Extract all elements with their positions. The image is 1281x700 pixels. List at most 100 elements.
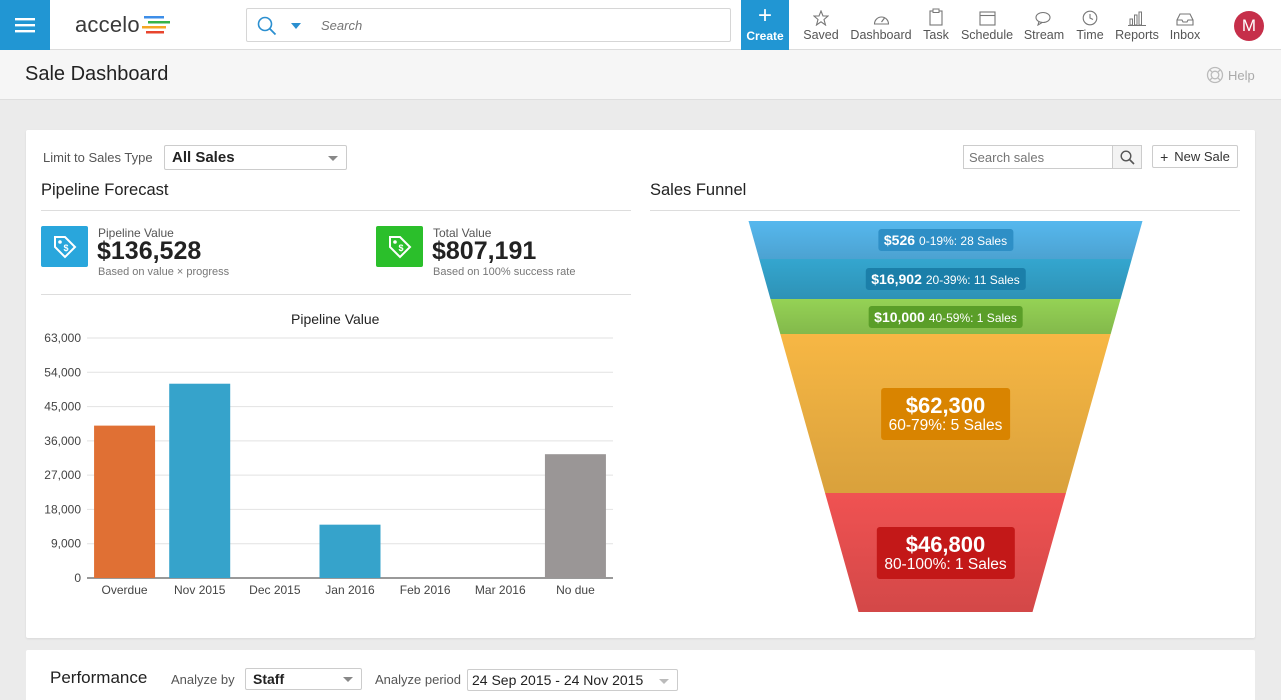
x-tick-label: Jan 2016 <box>325 583 375 597</box>
funnel-stage-detail: 0-19%: 28 Sales <box>919 234 1008 248</box>
funnel-stage-label[interactable]: $62,300 60-79%: 5 Sales <box>880 387 1011 440</box>
limit-sales-type-label: Limit to Sales Type <box>43 150 153 165</box>
performance-title: Performance <box>50 668 148 687</box>
total-value-note: Based on 100% success rate <box>433 266 576 278</box>
x-tick-label: Overdue <box>102 583 148 597</box>
price-tag-icon: $ <box>41 226 88 267</box>
chevron-down-icon[interactable] <box>291 23 301 29</box>
funnel-stage-amount: $16,902 <box>871 271 922 287</box>
hamburger-icon <box>15 18 35 33</box>
pipeline-forecast-title: Pipeline Forecast <box>41 181 169 199</box>
nav-saved[interactable]: Saved <box>801 0 841 50</box>
funnel-stage-label[interactable]: $526 0-19%: 28 Sales <box>877 229 1014 251</box>
sales-type-select[interactable]: All Sales <box>164 145 347 170</box>
user-avatar[interactable]: M <box>1234 11 1264 41</box>
y-tick-label: 27,000 <box>44 468 81 482</box>
help-label: Help <box>1228 67 1255 83</box>
analyze-period-value: 24 Sep 2015 - 24 Nov 2015 <box>472 672 644 688</box>
x-tick-label: Mar 2016 <box>475 583 526 597</box>
accelo-logo[interactable]: accelo <box>75 12 174 38</box>
y-tick-label: 0 <box>74 571 81 585</box>
nav-label: Time <box>1076 28 1104 42</box>
inbox-tray-icon <box>1176 13 1194 26</box>
funnel-stage-amount: $10,000 <box>874 308 925 325</box>
funnel-stage-label[interactable]: $16,902 20-39%: 11 Sales <box>865 268 1026 290</box>
chevron-down-icon <box>343 677 353 682</box>
svg-text:$: $ <box>398 243 403 253</box>
x-tick-label: Dec 2015 <box>249 583 301 597</box>
y-tick-label: 45,000 <box>44 400 81 414</box>
nav-label: Saved <box>803 28 839 42</box>
create-button[interactable]: + Create <box>741 0 789 50</box>
funnel-stage-label[interactable]: $10,000 40-59%: 1 Sales <box>868 305 1023 328</box>
sales-funnel-title: Sales Funnel <box>650 181 747 199</box>
nav-label: Reports <box>1115 28 1159 42</box>
nav-label: Dashboard <box>850 28 912 42</box>
nav-reports[interactable]: Reports <box>1112 0 1162 50</box>
search-icon[interactable] <box>257 16 277 36</box>
y-tick-label: 18,000 <box>44 502 81 516</box>
analyze-period-select[interactable]: 24 Sep 2015 - 24 Nov 2015 <box>467 669 678 691</box>
funnel-stage-detail: 20-39%: 11 Sales <box>925 273 1020 287</box>
logo-stripes-icon <box>141 16 170 34</box>
funnel-stage-amount: $46,800 <box>905 531 986 557</box>
nav-dashboard[interactable]: Dashboard <box>847 0 915 50</box>
chat-bubbles-icon <box>1035 11 1051 26</box>
chevron-down-icon <box>659 679 669 684</box>
page-header: Sale Dashboard Help <box>0 50 1281 100</box>
nav-label: Inbox <box>1169 28 1201 42</box>
lifebuoy-icon <box>1206 66 1224 84</box>
total-value: $807,191 <box>432 237 537 265</box>
pipeline-value-bar-chart: 0 9,000 18,000 27,000 36,000 45,000 54,000 63,0… <box>44 331 613 597</box>
x-tick-label: Nov 2015 <box>174 583 226 597</box>
nav-time[interactable]: Time <box>1072 0 1108 50</box>
funnel-stage-label[interactable]: $46,800 80-100%: 1 Sales <box>876 526 1015 579</box>
create-label: Create <box>746 29 784 43</box>
search-sales-button[interactable] <box>1112 145 1142 169</box>
nav-label: Task <box>923 28 949 42</box>
chart-title: Pipeline Value <box>291 311 380 327</box>
hamburger-menu-button[interactable] <box>0 0 50 50</box>
help-link[interactable]: Help <box>1206 66 1255 84</box>
bar <box>544 454 606 578</box>
y-tick-label: 63,000 <box>44 331 81 345</box>
analyze-by-label: Analyze by <box>171 672 235 687</box>
analyze-by-select[interactable]: Staff <box>245 668 362 690</box>
y-tick-label: 9,000 <box>51 537 81 551</box>
gauge-icon <box>873 16 889 25</box>
logo-text: accelo <box>75 12 140 37</box>
bar <box>94 425 156 578</box>
global-search[interactable] <box>246 8 731 42</box>
nav-inbox[interactable]: Inbox <box>1166 0 1204 50</box>
bar <box>169 383 231 578</box>
pipeline-value-note: Based on value × progress <box>98 266 230 278</box>
x-tick-label: No due <box>556 583 595 597</box>
bar-chart-icon <box>1128 11 1146 26</box>
search-icon <box>1119 149 1135 165</box>
funnel-stage-amount: $526 <box>883 232 916 248</box>
nav-stream[interactable]: Stream <box>1020 0 1068 50</box>
divider <box>41 210 631 211</box>
divider <box>41 294 631 295</box>
divider <box>650 210 1240 211</box>
clipboard-icon <box>929 8 943 26</box>
new-sale-button[interactable]: + New Sale <box>1152 145 1238 168</box>
y-tick-label: 54,000 <box>44 365 81 379</box>
calendar-icon <box>978 11 996 26</box>
nav-schedule[interactable]: Schedule <box>958 0 1016 50</box>
chevron-down-icon <box>328 156 338 161</box>
star-icon <box>813 10 829 26</box>
search-sales-input[interactable] <box>963 145 1113 169</box>
nav-label: Stream <box>1023 28 1065 42</box>
nav-label: Schedule <box>960 28 1014 42</box>
plus-icon: + <box>757 2 772 29</box>
price-tag-icon: $ <box>376 226 423 267</box>
pipeline-value-label: Pipeline Value <box>98 226 174 240</box>
total-value-label: Total Value <box>433 226 492 240</box>
analyze-period-label: Analyze period <box>375 672 461 687</box>
analyze-by-value: Staff <box>253 671 285 687</box>
nav-task[interactable]: Task <box>919 0 953 50</box>
funnel-stage-detail: 80-100%: 1 Sales <box>884 555 1007 573</box>
global-search-input[interactable] <box>321 15 721 35</box>
funnel-stage-detail: 40-59%: 1 Sales <box>928 310 1017 325</box>
